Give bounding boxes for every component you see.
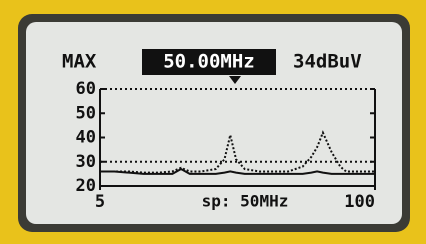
y-tick-label: 20 [76, 176, 96, 196]
device-display: MAX 50.00MHz 34dBuV sp: 50MHz 20 30 40 50 60… [0, 0, 426, 244]
y-tick-label: 50 [76, 103, 96, 123]
span-label: sp: 50MHz [202, 192, 289, 211]
y-tick-label: 30 [76, 152, 96, 172]
x-tick-label: 100 [344, 192, 375, 212]
mode-label: MAX [62, 51, 97, 73]
marker-level: 34dBuV [293, 51, 362, 73]
marker-frequency: 50.00MHz [163, 51, 255, 73]
page: {"chart_data": {"type": "line", "mode": … [0, 0, 426, 244]
y-tick-label: 40 [76, 128, 96, 148]
y-tick-label: 60 [76, 79, 96, 99]
x-tick-label: 5 [95, 192, 105, 212]
